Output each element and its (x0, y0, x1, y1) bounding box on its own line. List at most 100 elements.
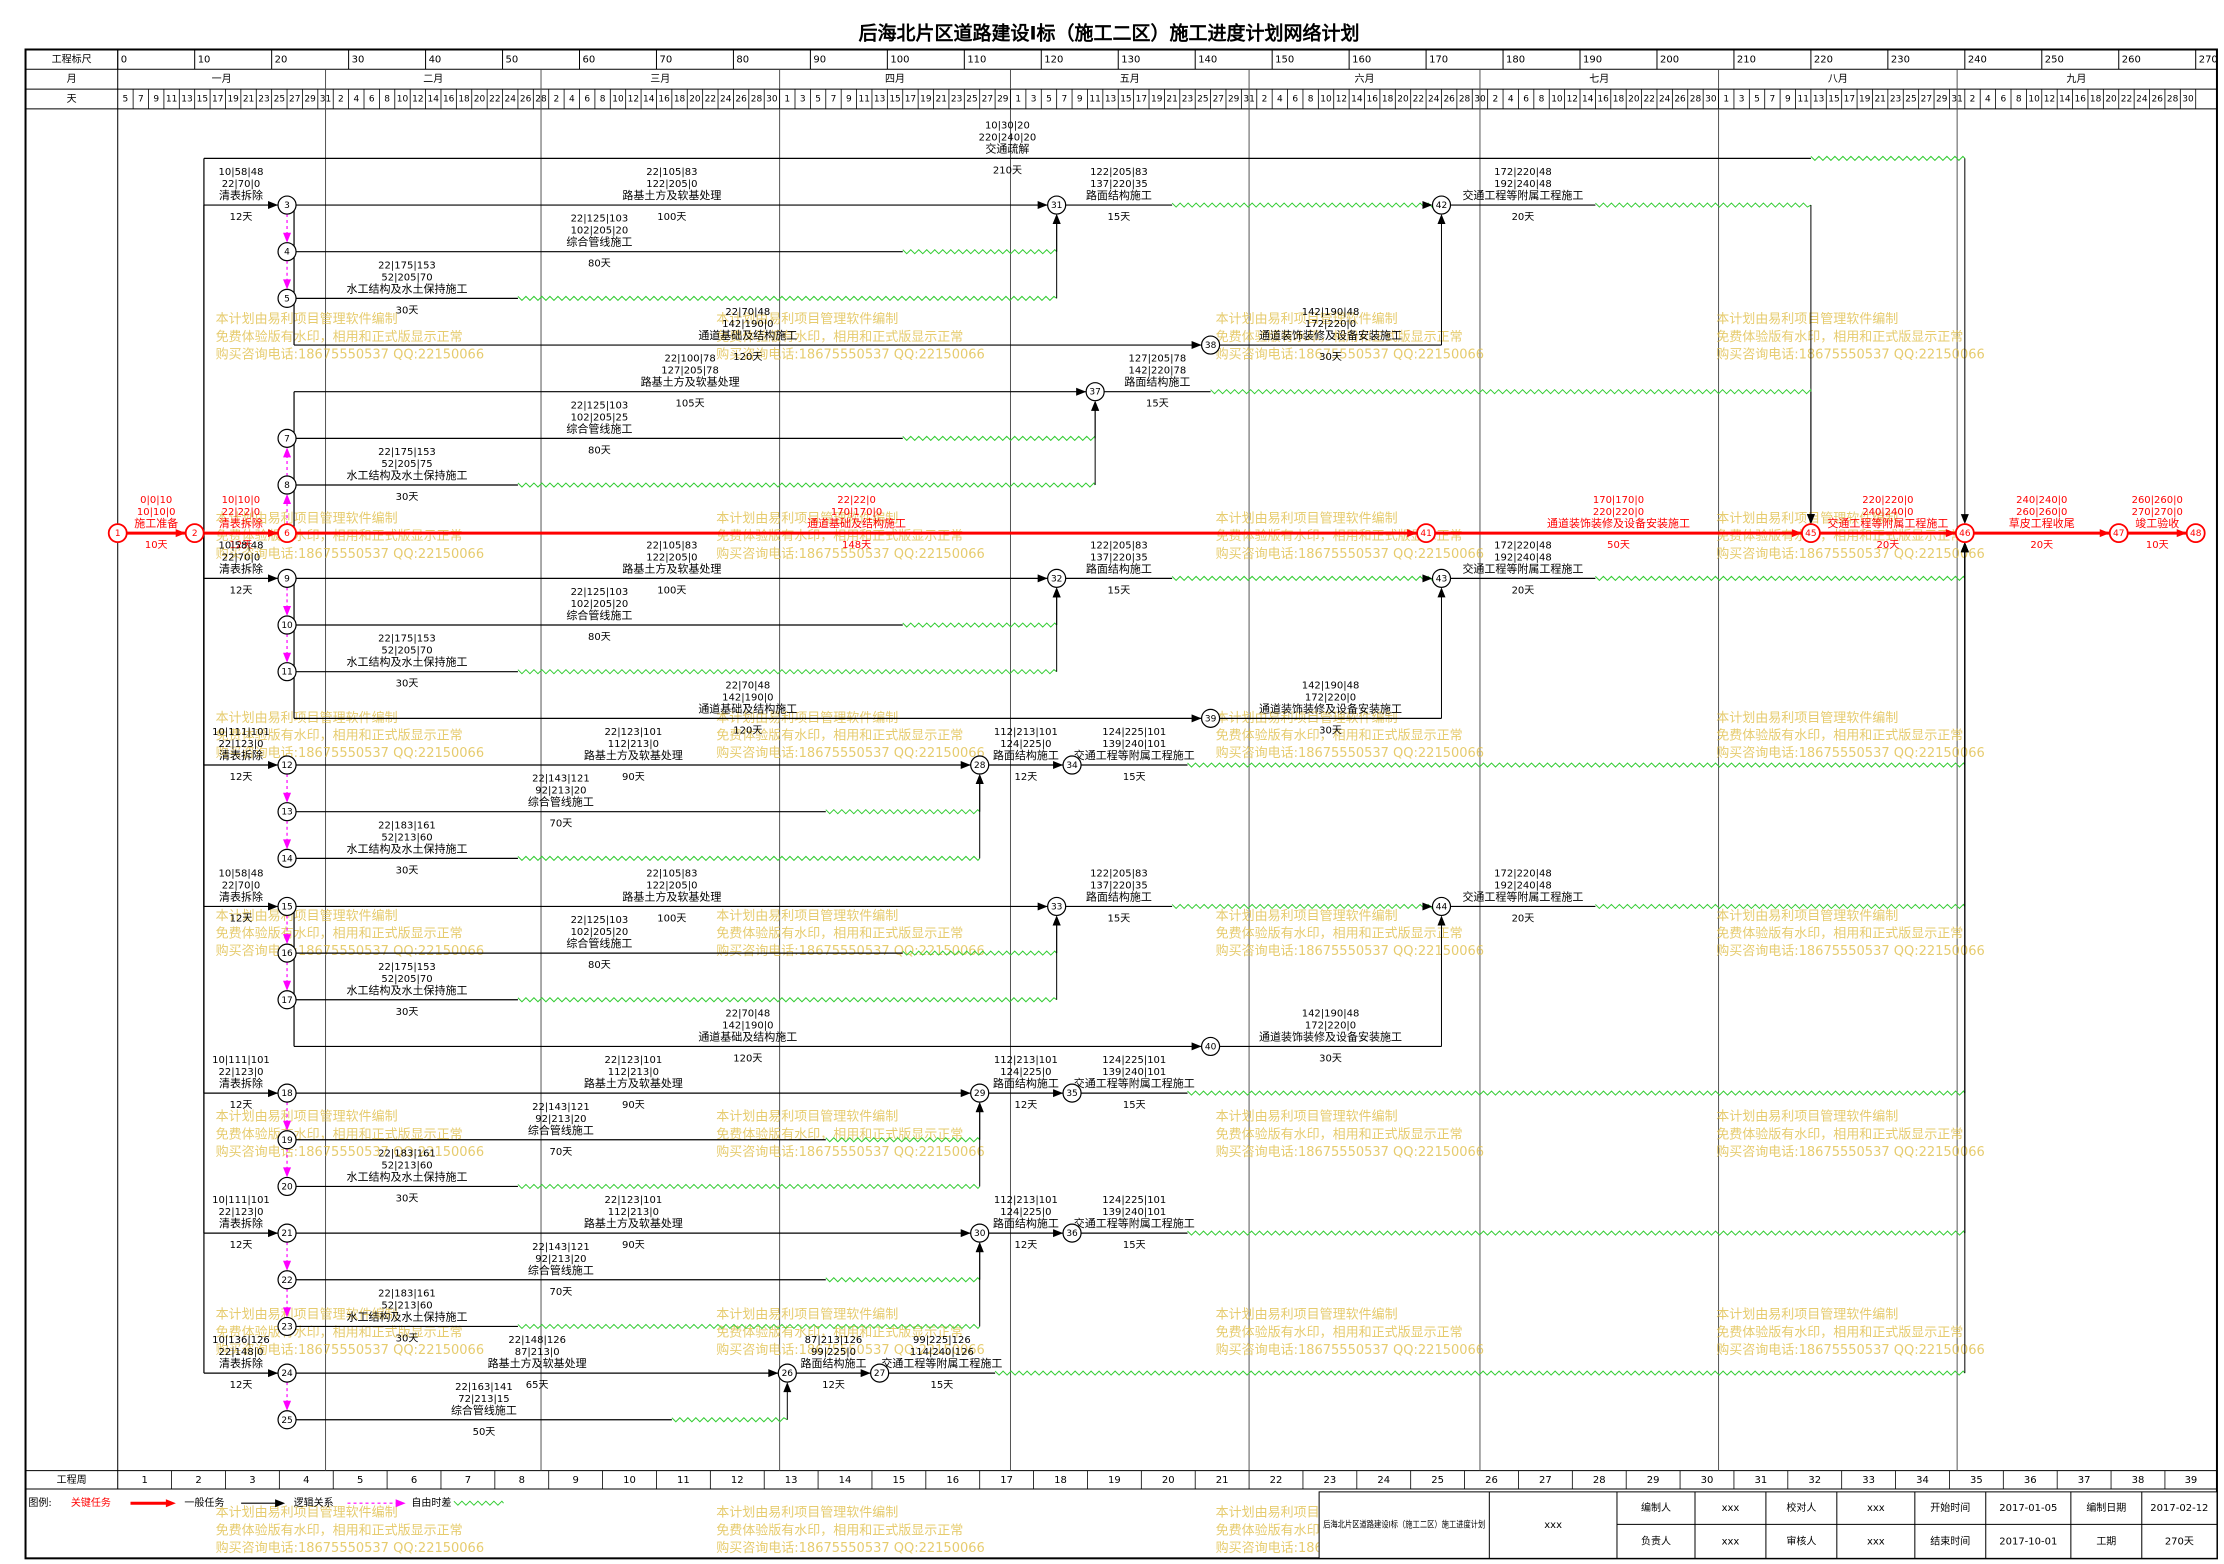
arrowhead (975, 774, 984, 785)
arrowhead (1407, 529, 1418, 538)
week-label: 25 (1431, 1475, 1444, 1486)
task-label: 交通工程等附属工程施工 (1074, 748, 1195, 762)
week-label: 10 (623, 1475, 636, 1486)
month-label: 六月 (1355, 73, 1375, 85)
day-label: 21 (243, 94, 254, 104)
node-id: 31 (1051, 201, 1062, 211)
task-times: 22|143|121 (532, 1242, 590, 1253)
day-label: 11 (166, 94, 177, 104)
task-label: 交通工程等附属工程施工 (1462, 188, 1583, 202)
arrowhead (283, 792, 292, 803)
week-label: 11 (677, 1475, 690, 1486)
node-id: 8 (284, 481, 290, 491)
scale-label: 100 (890, 54, 909, 65)
task-times: 52|205|70 (381, 272, 432, 283)
task-times: 220|240|20 (979, 132, 1037, 143)
task-duration: 20天 (1876, 540, 1899, 551)
task-times: 102|205|20 (571, 927, 629, 938)
free-float (1187, 1090, 1966, 1096)
task-times: 240|240|0 (1862, 507, 1913, 518)
arrowhead (1052, 915, 1061, 926)
task-times: 10|136|126 (212, 1335, 270, 1346)
month-label: 二月 (423, 73, 443, 85)
day-label: 10 (2028, 94, 2040, 104)
task-label: 交通疏解 (985, 141, 1029, 155)
day-label: 21 (935, 94, 946, 104)
watermark: 免费体验版有水印，相用和正式版显示正常 (716, 926, 963, 942)
task-times: 170|170|0 (831, 507, 882, 518)
day-label: 15 (197, 94, 208, 104)
node (1062, 755, 1082, 775)
task-duration: 30天 (396, 1193, 419, 1204)
task-duration: 12天 (229, 540, 252, 551)
week-label: 36 (2024, 1475, 2037, 1486)
week-label: 32 (1808, 1475, 1821, 1486)
watermark: 本计划由易利项目管理软件编制 (1216, 1308, 1398, 1323)
day-label: 18 (458, 94, 470, 104)
day-label: 22 (705, 94, 716, 104)
task-duration: 100天 (657, 212, 686, 223)
day-label: 10 (1551, 94, 1563, 104)
week-label: 1 (141, 1475, 147, 1486)
task-duration: 50天 (473, 1427, 496, 1438)
footer-cell: 编制人 (1641, 1501, 1671, 1514)
task-duration: 20天 (1512, 212, 1535, 223)
task-duration: 12天 (1015, 772, 1038, 783)
task-duration: 12天 (230, 585, 253, 596)
free-float (1595, 202, 1812, 208)
arrowhead (783, 1382, 792, 1393)
arrowhead (1037, 902, 1048, 911)
node (277, 662, 297, 682)
task-times: 142|190|0 (722, 319, 773, 330)
day-label: 18 (674, 94, 686, 104)
task-label: 清表拆除 (219, 748, 263, 762)
node (277, 523, 297, 544)
node-id: 45 (1805, 529, 1816, 539)
day-label: 13 (1813, 94, 1824, 104)
day-label: 30 (1705, 94, 1717, 104)
task-times: 22|105|83 (646, 540, 697, 551)
task-label: 水工结构及水土保持施工 (346, 655, 467, 669)
day-label: 20 (1628, 94, 1640, 104)
free-float (671, 1417, 788, 1423)
task-times: 102|205|25 (571, 412, 629, 423)
free-float (517, 668, 1057, 675)
node (277, 802, 297, 822)
day-label: 2 (1492, 94, 1498, 104)
task-times: 22|105|83 (646, 167, 697, 178)
scale-label: 190 (1583, 54, 1602, 65)
task-label: 综合管线施工 (566, 421, 632, 435)
day-label: 2 (554, 94, 560, 104)
watermark: 免费体验版有水印，相用和正式版显示正常 (1216, 728, 1463, 744)
task-times: 22|183|161 (378, 820, 436, 831)
task-times: 122|205|83 (1090, 540, 1148, 551)
free-float (1187, 1230, 1966, 1236)
scale-label: 220 (1814, 54, 1833, 65)
day-label: 11 (1797, 94, 1808, 104)
task-times: 22|70|48 (725, 1008, 770, 1019)
week-label: 38 (2132, 1475, 2145, 1486)
legend-item: 关键任务 (71, 1496, 111, 1509)
arrowhead (1422, 201, 1433, 210)
task-times: 122|205|0 (646, 552, 697, 563)
watermark: 购买咨询电话:18675550537 QQ:22150066 (1216, 943, 1485, 959)
task-times: 22|183|161 (378, 1288, 436, 1299)
watermark: 购买咨询电话:18675550537 QQ:22150066 (716, 745, 985, 761)
day-label: 26 (1443, 94, 1455, 104)
day-label: 15 (1120, 94, 1131, 104)
footer-cell: 结束时间 (1930, 1534, 1970, 1547)
scale-label: 140 (1198, 54, 1217, 65)
task-duration: 70天 (550, 1287, 573, 1298)
footer-cell: 开始时间 (1930, 1501, 1970, 1514)
week-label: 39 (2185, 1475, 2198, 1486)
watermark: 本计划由易利项目管理软件编制 (1716, 312, 1898, 327)
task-duration: 30天 (396, 1007, 419, 1018)
task-times: 142|190|0 (722, 1020, 773, 1031)
day-label: 8 (1308, 94, 1314, 104)
day-label: 20 (474, 94, 486, 104)
node (184, 523, 205, 544)
task-label: 路基土方及软基处理 (584, 1216, 683, 1230)
watermark: 购买咨询电话:18675550537 QQ:22150066 (1716, 546, 1985, 562)
day-label: 1 (784, 94, 790, 104)
